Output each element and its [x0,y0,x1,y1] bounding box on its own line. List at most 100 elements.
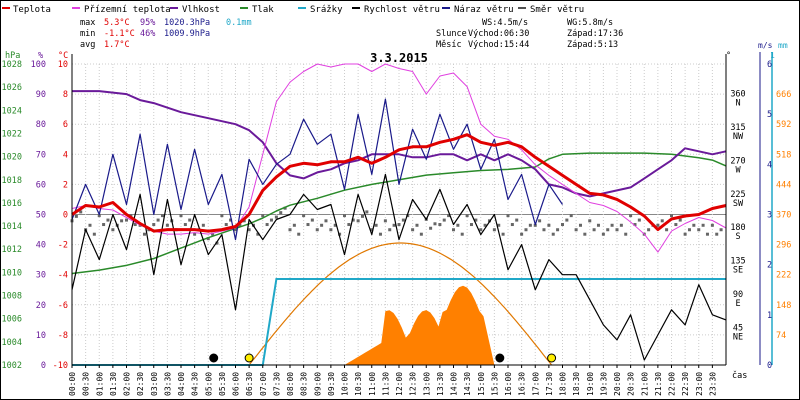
tick-label-hpa: 1020 [2,153,22,163]
wind-dir-point [596,223,600,227]
tick-label-time: 02:30 [136,372,145,396]
wind-dir-point [152,223,156,227]
tick-label-hpa: 1026 [2,83,22,93]
stats-block: max 5.3°C 95% 1020.3hPa 0.1mm min -1.1°C… [80,18,252,50]
tick-label-hpa: 1024 [2,106,22,116]
tick-label-ms: 4 [767,160,772,170]
tick-label-time: 03:30 [163,372,172,396]
tick-label-mm: 444 [776,180,791,190]
wind-dir-point [515,218,519,222]
tick-label-temp: 2 [63,180,68,190]
tick-label-mm: 296 [776,241,791,251]
wind-dir-point [388,228,392,232]
wind-dir-point [479,228,483,232]
wind-dir-point [419,232,423,236]
tick-label-hpa: 1006 [2,315,22,325]
wind-dir-point [297,232,301,236]
tick-label-mm: 222 [776,271,791,281]
sun-elevation-arc [248,242,553,366]
sun-label: Slunce [436,29,467,39]
wind-dir-point [701,223,705,227]
wind-dir-point [356,219,360,223]
wind-dir-point [183,223,187,227]
tick-label-deg: 315 [730,123,745,133]
wind-dir-point [188,218,192,222]
moon-label: Měsíc [436,40,462,50]
tick-label-temp: 4 [63,150,68,160]
legend-label-tlak: Tlak [252,5,274,15]
tick-label-pct: 50 [36,211,46,221]
tick-label-mm: 518 [776,150,791,160]
tick-label-time: 23:00 [695,372,704,396]
wind-dir-point [547,223,551,227]
wind-dir-point [510,223,514,227]
chart-title: 3.3.2015 [370,51,428,65]
tick-label-time: 12:30 [409,372,418,396]
tick-label-time: 19:00 [586,372,595,396]
unit-time: čas [732,370,747,381]
wind-dir-point [401,218,405,222]
wind-dir-point [606,228,610,232]
tick-label-hpa: 1012 [2,245,22,255]
series-rychlost-vetru [71,173,727,361]
wind-dir-point [220,214,224,218]
tick-label-dir: SW [733,199,744,209]
wind-dir-point [538,219,542,223]
wind-dir-point [670,214,673,218]
unit-hpa: hPa [5,51,20,61]
wind-gust-info: WG:5.8m/s [567,18,613,28]
wind-dir-point [310,218,314,222]
wind-dir-point [333,223,337,227]
wind-dir-point [247,228,251,232]
tick-label-time: 08:00 [286,372,295,396]
wind-dir-point [269,218,273,222]
tick-label-pct: 90 [36,90,46,100]
legend-label-smer-vetru: Směr větru [530,5,584,15]
wind-dir-point [156,218,160,222]
tick-label-time: 10:30 [354,372,363,396]
tick-label-time: 01:30 [109,372,118,396]
tick-label-hpa: 1010 [2,268,22,278]
tick-label-time: 17:30 [545,372,554,396]
wind-dir-point [288,228,292,232]
wind-dir-point [433,222,437,226]
sunrise-marker [244,353,254,363]
unit-degc: °C [58,51,68,61]
wind-dir-point [292,223,296,227]
wind-dir-point [365,210,369,214]
wind-dir-point [429,226,433,230]
stat-avg-label: avg [80,40,95,50]
stat-min-temp: -1.1°C [104,29,135,39]
tick-label-time: 22:00 [668,372,677,396]
wind-dir-point [383,219,387,223]
wind-dir-point [561,223,564,227]
tick-label-time: 21:30 [654,372,663,396]
wind-dir-point [601,232,605,236]
wind-dir-point [224,223,228,227]
wind-dir-point [238,223,242,227]
moonset-marker [209,353,219,363]
legend-label-rychlost-vetru: Rychlost větru [364,5,440,15]
tick-label-deg: 90 [733,290,743,300]
tick-label-time: 21:00 [640,372,649,396]
tick-label-dir: E [735,299,740,309]
wind-dir-point [360,214,364,218]
tick-label-time: 05:00 [204,372,213,396]
tick-label-hpa: 1014 [2,222,22,232]
moon-set: Západ:5:13 [567,40,618,50]
stat-min-press: 1009.9hPa [164,29,210,39]
wind-dir-point [92,232,96,236]
tick-label-dir: W [735,165,741,175]
tick-label-time: 05:30 [218,372,227,396]
sun-layer [209,242,557,366]
moonrise-marker [495,353,505,363]
wind-dir-point [460,232,464,236]
stat-min-label: min [80,29,95,39]
tick-label-time: 15:30 [490,372,499,396]
tick-label-deg: 360 [730,89,745,99]
wind-dir-point [415,223,419,227]
wind-dir-point [533,223,537,227]
tick-label-temp: 6 [63,120,68,130]
sun-set: Západ:17:36 [567,29,623,39]
